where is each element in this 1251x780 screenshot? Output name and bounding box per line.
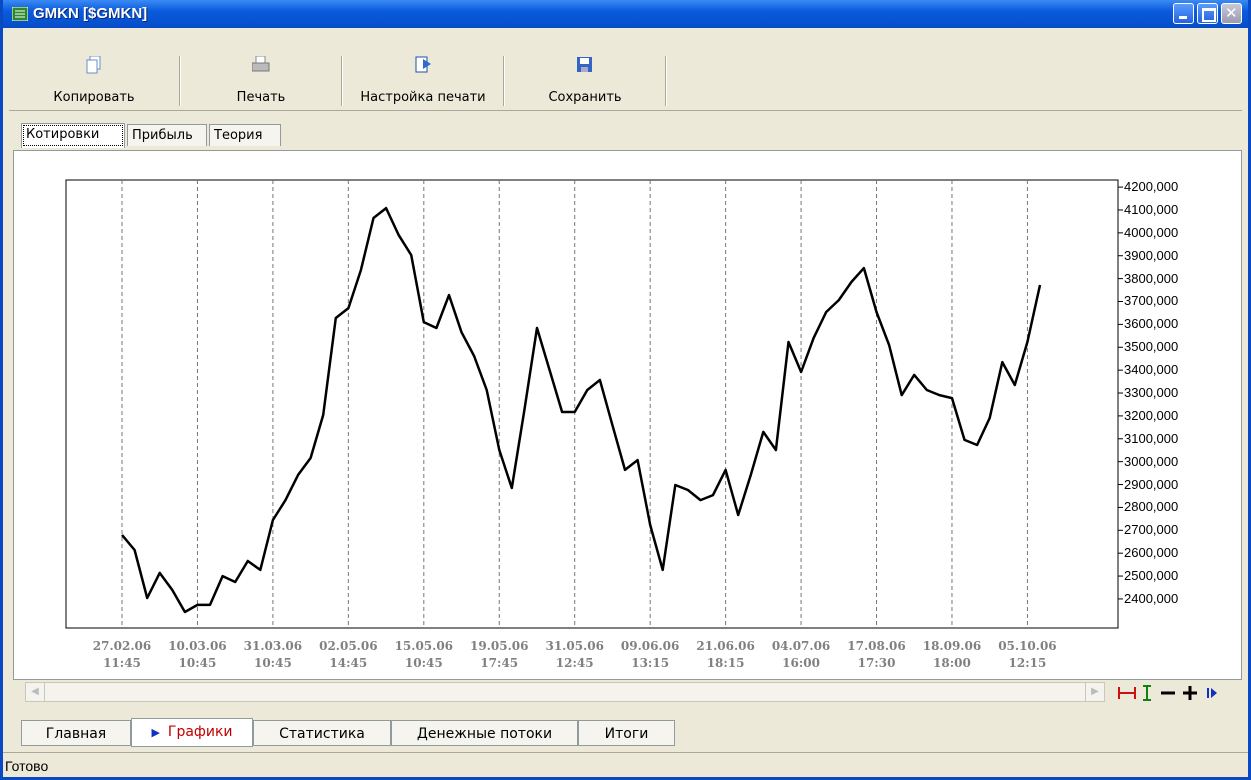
y-tick-label: 3600,000	[1124, 316, 1179, 332]
x-tick-label: 19.05.06 17:45	[470, 639, 529, 670]
save-button[interactable]: Сохранить	[505, 54, 665, 106]
status-text: Готово	[5, 758, 49, 774]
tab-quotes[interactable]: Котировки	[21, 123, 125, 148]
chart-svg	[65, 179, 1123, 629]
y-tick-label: 3300,000	[1124, 385, 1179, 401]
status-bar: Готово	[3, 752, 1248, 777]
x-tick-label: 10.03.06 10:45	[168, 639, 227, 670]
maximize-button[interactable]	[1197, 3, 1218, 24]
price-line	[121, 206, 1042, 614]
y-tick-label: 3500,000	[1124, 339, 1179, 355]
x-tick-label: 31.03.06 10:45	[243, 639, 303, 670]
chart-panel	[13, 150, 1242, 680]
y-tick-label: 4200,000	[1124, 179, 1179, 195]
x-tick-label: 27.02.06 11:45	[92, 639, 152, 670]
y-tick-label: 4100,000	[1124, 201, 1179, 217]
copy-button[interactable]: Копировать	[9, 54, 179, 106]
y-tick-label: 3000,000	[1124, 453, 1179, 469]
print-setup-button[interactable]: Настройка печати	[343, 54, 503, 106]
x-tick-label: 09.06.06 13:15	[620, 639, 680, 670]
y-tick-label: 3200,000	[1124, 407, 1179, 423]
y-tick-label: 3900,000	[1124, 247, 1179, 263]
button-label: Сохранить	[548, 90, 622, 105]
print-button[interactable]: Печать	[181, 54, 341, 106]
button-label: Копировать	[53, 90, 135, 105]
y-tick-label: 3100,000	[1124, 430, 1179, 446]
tab-theory[interactable]: Теория	[209, 124, 281, 146]
close-button[interactable]: ✕	[1221, 3, 1242, 24]
tab-main[interactable]: Главная	[21, 720, 131, 746]
y-tick-label: 4000,000	[1124, 224, 1179, 240]
plot-frame	[65, 179, 1119, 629]
button-label: Настройка печати	[360, 90, 486, 105]
tab-cashflow[interactable]: Денежные потоки	[391, 720, 578, 746]
tab-label: Графики	[167, 724, 233, 740]
y-tick-label: 3700,000	[1124, 293, 1179, 309]
y-tick-label: 2600,000	[1124, 545, 1179, 561]
toolbar: Копировать Печать Настройка печати Сохра…	[9, 30, 1242, 111]
x-tick-label: 31.05.06 12:45	[545, 639, 604, 670]
chart: 27.02.06 11:45 10.03.06 10:45 31.03.06 10:…	[3, 0, 1248, 700]
scrollbar[interactable]: ◀ ▶	[25, 682, 1105, 702]
y-tick-label: 2700,000	[1124, 522, 1179, 538]
tab-totals[interactable]: Итоги	[578, 720, 675, 746]
x-tick-label: 17.08.06 17:30	[847, 639, 906, 670]
minimize-button[interactable]	[1173, 3, 1194, 24]
tab-profit[interactable]: Прибыль	[127, 124, 207, 146]
x-tick-label: 15.05.06 10:45	[394, 639, 454, 670]
tab-charts[interactable]: ▶ Графики	[131, 718, 253, 747]
app-icon	[12, 7, 28, 21]
y-tick-label: 3400,000	[1124, 362, 1179, 378]
button-label: Печать	[236, 90, 286, 105]
y-tick-label: 2400,000	[1124, 590, 1179, 606]
window-title: GMKN [$GMKN]	[33, 5, 148, 22]
y-tick-label: 2800,000	[1124, 499, 1179, 515]
title-bar: GMKN [$GMKN] ✕	[3, 0, 1248, 28]
tab-statistics[interactable]: Статистика	[253, 720, 391, 746]
x-tick-label: 05.10.06 12:15	[998, 639, 1057, 670]
y-tick-label: 3800,000	[1124, 270, 1179, 286]
x-tick-label: 04.07.06 16:00	[771, 639, 831, 670]
y-tick-label: 2900,000	[1124, 476, 1179, 492]
x-tick-label: 18.09.06 18:00	[922, 639, 982, 670]
chart-zoom-tools[interactable]	[1113, 682, 1243, 704]
x-tick-label: 21.06.06 18:15	[696, 639, 755, 670]
y-tick-label: 2500,000	[1124, 568, 1179, 584]
x-tick-label: 02.05.06 14:45	[319, 639, 378, 670]
